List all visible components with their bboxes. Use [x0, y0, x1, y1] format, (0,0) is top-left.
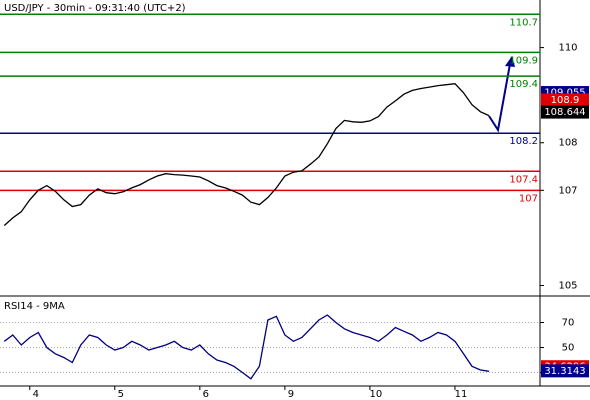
price-label: 109.055	[544, 88, 585, 99]
y-tick-label: 50	[562, 343, 575, 354]
line-series	[3, 314, 490, 380]
price-label: 31.3143	[544, 366, 585, 377]
price-label: 108.9	[551, 95, 580, 106]
price-label-box	[541, 364, 589, 378]
y-tick-label: 105	[558, 280, 577, 291]
panel-title: RSI14 - 9MA	[4, 301, 65, 312]
price-label-box	[541, 93, 589, 107]
x-tick-label: 4	[33, 389, 39, 400]
line-series	[3, 83, 490, 226]
forecast-arrowhead	[505, 56, 515, 67]
x-tick-label: 6	[203, 389, 209, 400]
y-tick-label: 70	[562, 318, 575, 329]
level-label: 109.4	[509, 79, 538, 90]
y-tick-label: 110	[558, 43, 577, 54]
level-label: 109.9	[509, 55, 538, 66]
x-tick-label: 9	[288, 389, 294, 400]
x-tick-label: 10	[370, 389, 383, 400]
x-tick-label: 5	[118, 389, 124, 400]
level-label: 108.2	[509, 136, 538, 147]
price-label-box	[541, 105, 589, 119]
level-label: 107.4	[509, 174, 538, 185]
level-label: 110.7	[509, 17, 538, 28]
price-label: 108.644	[544, 107, 585, 118]
chart-title: USD/JPY - 30min - 09:31:40 (UTC+2)	[4, 3, 186, 14]
y-tick-label: 108	[558, 138, 577, 149]
x-tick-label: 11	[455, 389, 468, 400]
forecast-arrow	[488, 63, 511, 133]
level-label: 107	[519, 193, 538, 204]
y-tick-label: 107	[558, 185, 577, 196]
